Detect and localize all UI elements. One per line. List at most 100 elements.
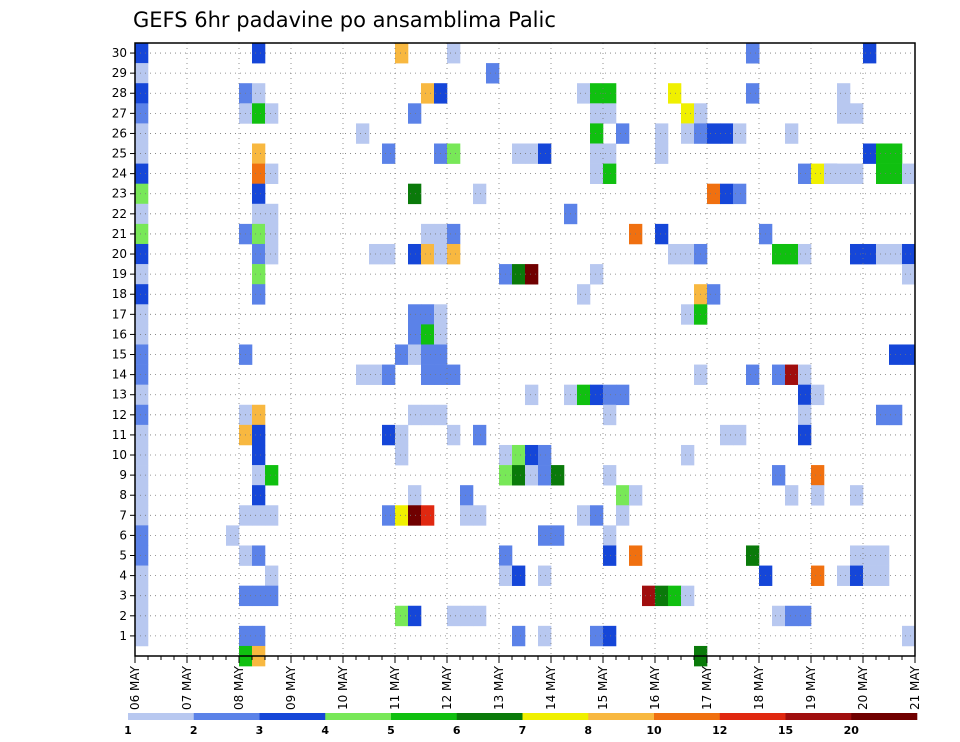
heatmap-cell <box>252 545 266 566</box>
y-tick-label: 2 <box>119 609 127 623</box>
heatmap-cell <box>590 264 604 285</box>
heatmap-cell <box>265 103 279 124</box>
heatmap-cell <box>590 384 604 406</box>
heatmap-cell <box>785 485 799 506</box>
heatmap-cell <box>746 545 760 566</box>
heatmap-cell <box>382 424 396 446</box>
heatmap-cell <box>590 123 604 144</box>
heatmap-cell <box>876 545 890 566</box>
colorbar-label: 7 <box>519 724 527 737</box>
heatmap-cell <box>135 203 149 225</box>
heatmap-cell <box>473 424 487 446</box>
heatmap-cell <box>902 625 916 647</box>
x-tick-label: 17 MAY <box>700 665 714 710</box>
x-tick-label: 16 MAY <box>648 665 662 710</box>
heatmap-cell <box>252 284 266 305</box>
heatmap-cell <box>811 485 825 506</box>
heatmap-cell <box>226 525 240 546</box>
heatmap-cell <box>252 103 266 124</box>
x-tick-label: 11 MAY <box>388 665 402 710</box>
heatmap-cell <box>785 123 799 144</box>
x-tick-label: 14 MAY <box>544 665 558 710</box>
colorbar-swatch <box>654 713 721 720</box>
colorbar-swatch <box>522 713 589 720</box>
heatmap-cell <box>135 163 149 184</box>
heatmap-cell <box>135 505 149 526</box>
heatmap-cell <box>603 143 617 164</box>
heatmap-cell <box>525 465 539 486</box>
heatmap-cell <box>863 565 877 586</box>
heatmap-cell <box>135 43 149 64</box>
heatmap-cell <box>265 565 279 586</box>
heatmap-cell <box>668 243 682 265</box>
y-tick-label: 8 <box>119 488 127 502</box>
colorbar-swatch <box>851 713 918 720</box>
heatmap-cell <box>616 485 630 506</box>
heatmap-cell <box>382 243 396 265</box>
y-tick-label: 14 <box>112 368 127 382</box>
heatmap-cell <box>655 123 669 144</box>
heatmap-cell <box>460 605 474 627</box>
x-axis-ticks: 06 MAY 07 MAY 08 MAY 09 MAY 10 MAY 11 MAY 12 M… <box>128 656 922 710</box>
heatmap-cell <box>811 465 825 486</box>
heatmap-cell <box>655 143 669 164</box>
heatmap-cell <box>837 83 851 104</box>
heatmap-cell <box>837 103 851 124</box>
heatmap-cell <box>512 444 526 466</box>
heatmap-cell <box>538 465 552 486</box>
heatmap-cell <box>135 565 149 586</box>
heatmap-cell <box>603 465 617 486</box>
heatmap-cell <box>408 324 422 345</box>
heatmap-cell <box>265 465 279 486</box>
heatmap-cell <box>616 123 630 144</box>
heatmap-cell <box>447 605 461 627</box>
heatmap-cell <box>421 223 435 245</box>
heatmap-cell <box>603 625 617 647</box>
y-tick-label: 21 <box>112 227 127 241</box>
heatmap-cell <box>551 525 565 546</box>
heatmap-cell <box>421 304 435 325</box>
heatmap-cell <box>135 284 149 305</box>
heatmap-cell <box>408 485 422 506</box>
y-tick-label: 10 <box>112 448 127 462</box>
heatmap-cell <box>902 264 916 285</box>
y-tick-label: 18 <box>112 287 127 301</box>
heatmap-cell <box>772 465 786 486</box>
heatmap-cell <box>447 424 461 446</box>
heatmap-cell <box>876 565 890 586</box>
colorbar-label: 8 <box>584 724 592 737</box>
y-tick-label: 7 <box>119 508 127 522</box>
heatmap-cell <box>863 43 877 64</box>
heatmap-cell <box>681 444 695 466</box>
heatmap-cell <box>798 364 812 385</box>
heatmap-cell <box>720 424 734 446</box>
heatmap-cell <box>525 384 539 406</box>
x-tick-label: 18 MAY <box>752 665 766 710</box>
heatmap-cell <box>421 364 435 385</box>
heatmap-cell <box>382 505 396 526</box>
heatmap-cell <box>512 264 526 285</box>
heatmap-cell <box>252 625 266 647</box>
heatmap-cell <box>876 143 890 164</box>
heatmap-cell <box>785 243 799 265</box>
heatmap-cell <box>252 243 266 265</box>
heatmap-cell <box>473 605 487 627</box>
heatmap-cell <box>746 43 760 64</box>
y-tick-label: 4 <box>119 569 127 583</box>
heatmap-cell <box>395 444 409 466</box>
heatmap-cell <box>135 83 149 104</box>
heatmap-cell <box>135 424 149 446</box>
x-tick-label: 21 MAY <box>908 665 922 710</box>
x-tick-label: 07 MAY <box>180 665 194 710</box>
heatmap-cell <box>447 243 461 265</box>
heatmap-cell <box>525 444 539 466</box>
heatmap-cell <box>135 183 149 205</box>
colorbar-swatch <box>785 713 852 720</box>
y-tick-label: 19 <box>112 267 127 281</box>
heatmap-cell <box>525 143 539 164</box>
colorbar-label: 5 <box>387 724 395 737</box>
heatmap-cell <box>382 143 396 164</box>
heatmap-cell <box>538 565 552 586</box>
heatmap-cell <box>135 585 149 607</box>
